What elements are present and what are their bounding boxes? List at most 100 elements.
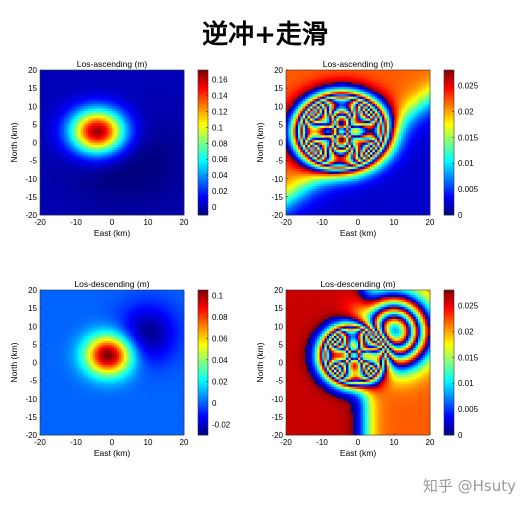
heatmap-cell [64, 195, 67, 199]
heatmap-cell [88, 70, 91, 73]
heatmap-cell [59, 164, 62, 168]
heatmap-cell [49, 115, 53, 119]
heatmap-cell [124, 125, 127, 129]
heatmap-cell [293, 149, 296, 153]
heatmap-cell [169, 195, 173, 199]
heatmap-cell [314, 120, 318, 124]
heatmap-cell [100, 144, 103, 148]
heatmap-cell [83, 207, 86, 211]
heatmap-cell [295, 181, 299, 184]
heatmap-cell [49, 103, 53, 107]
heatmap-cell [97, 181, 101, 184]
heatmap-cell [295, 77, 299, 81]
heatmap-cell [150, 99, 154, 102]
heatmap-cell [59, 171, 62, 175]
heatmap-cell [104, 86, 108, 90]
heatmap-cell [293, 108, 296, 112]
heatmap-cell [95, 137, 98, 141]
heatmap-cell [119, 152, 122, 155]
heatmap-cell [138, 123, 142, 126]
heatmap-cell [155, 94, 158, 97]
heatmap-cell [109, 70, 113, 73]
heatmap-cell [116, 207, 120, 211]
heatmap-cell [145, 137, 149, 141]
heatmap-cell [307, 159, 311, 163]
heatmap-cell [133, 79, 137, 83]
heatmap-cell [131, 96, 134, 100]
heatmap-cell [176, 195, 180, 199]
heatmap-cell [176, 108, 180, 112]
heatmap-cell [286, 94, 289, 97]
heatmap-cell [326, 118, 330, 122]
heatmap-cell [172, 113, 175, 117]
heatmap-cell [298, 89, 301, 93]
heatmap-cell [104, 195, 108, 199]
heatmap-cell [64, 89, 67, 93]
heatmap-cell [44, 70, 48, 73]
heatmap-cell [331, 193, 335, 197]
heatmap-cell [97, 157, 101, 160]
heatmap-cell [307, 113, 311, 117]
heatmap-cell [128, 89, 132, 93]
heatmap-cell [119, 130, 122, 134]
heatmap-cell [49, 169, 53, 172]
heatmap-cell [140, 123, 144, 126]
heatmap-cell [172, 161, 175, 165]
heatmap-cell [143, 157, 146, 160]
heatmap-cell [83, 181, 86, 184]
heatmap-cell [102, 183, 106, 187]
heatmap-cell [54, 166, 58, 170]
heatmap-cell [310, 202, 313, 206]
heatmap-cell [145, 190, 149, 194]
heatmap-cell [52, 149, 55, 153]
heatmap-cell [49, 84, 53, 88]
x-tick-label: -20 [34, 218, 46, 227]
colorbar-segment [198, 88, 208, 91]
heatmap-cell [100, 108, 103, 112]
heatmap-cell [68, 115, 72, 119]
heatmap-cell [298, 152, 301, 155]
heatmap-cell [167, 82, 170, 85]
heatmap-cell [66, 147, 70, 151]
heatmap-cell [152, 178, 156, 182]
heatmap-cell [150, 166, 154, 170]
heatmap-cell [49, 77, 53, 81]
heatmap-cell [61, 118, 65, 122]
heatmap-cell [290, 91, 294, 95]
heatmap-cell [179, 91, 182, 95]
heatmap-cell [300, 123, 304, 126]
heatmap-cell [128, 171, 132, 175]
heatmap-cell [68, 142, 72, 146]
heatmap-cell [329, 202, 332, 206]
heatmap-cell [155, 113, 158, 117]
heatmap-cell [179, 123, 182, 126]
heatmap-cell [310, 183, 313, 187]
heatmap-cell [49, 108, 53, 112]
heatmap-cell [97, 128, 101, 131]
heatmap-cell [152, 195, 156, 199]
heatmap-cell [286, 157, 289, 160]
heatmap-cell [162, 166, 166, 170]
heatmap-cell [61, 169, 65, 172]
heatmap-cell [298, 212, 301, 216]
heatmap-cell [181, 130, 185, 134]
heatmap-cell [80, 157, 84, 160]
heatmap-cell [68, 111, 72, 114]
heatmap-cell [68, 84, 72, 88]
heatmap-cell [107, 125, 110, 129]
heatmap-cell [64, 140, 67, 143]
heatmap-cell [155, 207, 158, 211]
heatmap-cell [95, 142, 98, 146]
heatmap-cell [107, 144, 110, 148]
heatmap-cell [317, 171, 320, 175]
heatmap-cell [310, 91, 313, 95]
heatmap-cell [136, 77, 139, 81]
heatmap-cell [176, 159, 180, 163]
heatmap-cell [314, 142, 318, 146]
heatmap-cell [312, 72, 316, 76]
heatmap-cell [66, 183, 70, 187]
heatmap-cell [293, 205, 296, 209]
heatmap-cell [334, 137, 337, 141]
heatmap-cell [174, 132, 178, 136]
heatmap-cell [95, 186, 98, 189]
